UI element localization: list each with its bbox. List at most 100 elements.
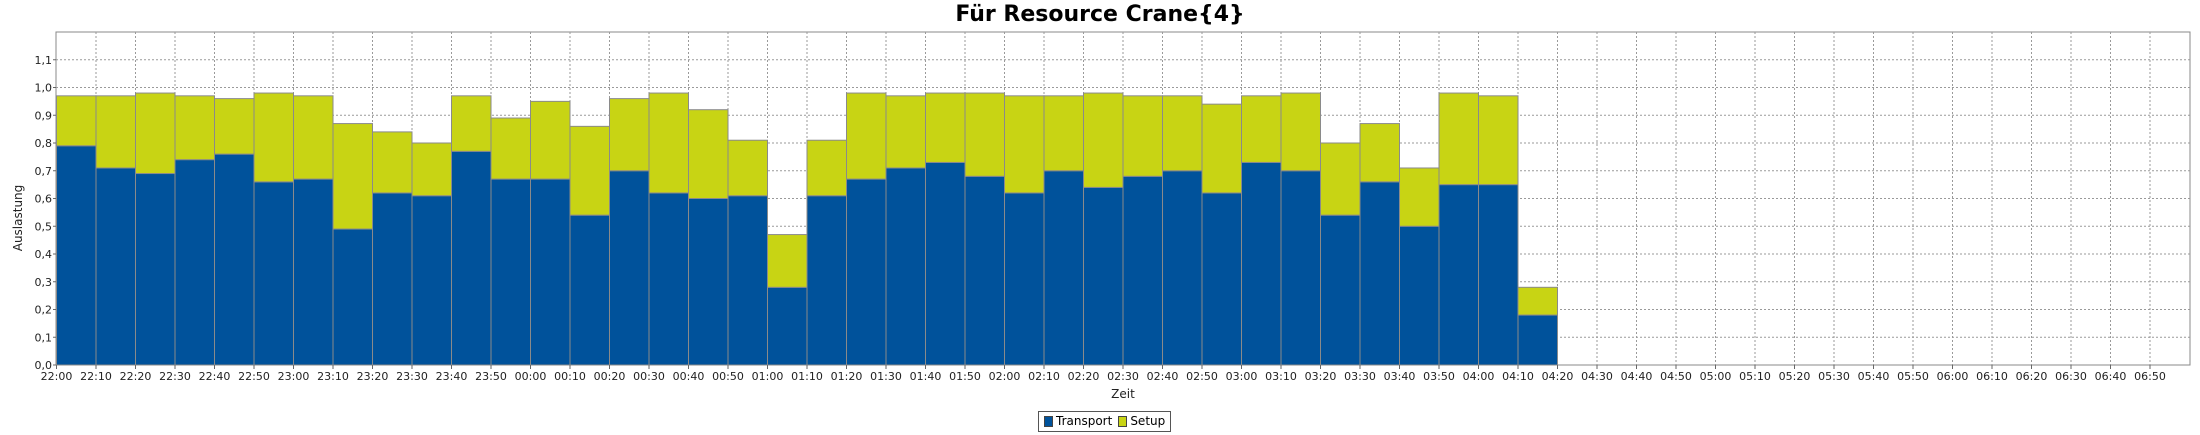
x-tick-label: 23:10 <box>317 370 349 383</box>
bar-setup <box>846 92 887 180</box>
bar-transport <box>925 161 966 366</box>
x-tick-label: 05:30 <box>1818 370 1850 383</box>
bar-setup <box>1122 95 1163 177</box>
bar-transport <box>174 159 215 366</box>
bar-transport <box>1122 175 1163 366</box>
bar-setup <box>411 142 452 197</box>
y-tick-label: 1,0 <box>35 82 53 95</box>
x-tick-label: 04:30 <box>1581 370 1613 383</box>
x-tick-label: 22:40 <box>199 370 231 383</box>
bar-setup <box>609 98 650 172</box>
bar-transport <box>1517 314 1558 366</box>
bar-transport <box>214 153 255 366</box>
bar-setup <box>1280 92 1321 172</box>
y-tick-label: 0,5 <box>35 220 53 233</box>
bar-transport <box>1201 192 1242 366</box>
x-tick-label: 23:50 <box>475 370 507 383</box>
x-tick-label: 22:50 <box>238 370 270 383</box>
x-tick-label: 06:20 <box>2016 370 2048 383</box>
bar-setup <box>885 95 926 169</box>
bar-setup <box>95 95 136 169</box>
x-tick-label: 02:40 <box>1147 370 1179 383</box>
x-tick-label: 04:00 <box>1463 370 1495 383</box>
bar-setup <box>332 123 373 230</box>
x-tick-label: 00:20 <box>594 370 626 383</box>
y-tick-label: 0,7 <box>35 165 53 178</box>
bar-setup <box>135 92 176 175</box>
x-tick-label: 06:10 <box>1976 370 2008 383</box>
x-tick-label: 05:50 <box>1897 370 1929 383</box>
bar-setup <box>530 100 571 180</box>
bar-transport <box>806 195 847 366</box>
x-tick-label: 23:40 <box>436 370 468 383</box>
bar-transport <box>964 175 1005 366</box>
bar-setup <box>806 139 847 197</box>
x-tick-label: 00:10 <box>554 370 586 383</box>
bar-transport <box>530 178 571 366</box>
bar-setup <box>253 92 294 183</box>
bar-setup <box>1201 103 1242 194</box>
x-tick-label: 01:00 <box>752 370 784 383</box>
y-tick-label: 0,6 <box>35 193 53 206</box>
bar-transport <box>1478 184 1519 366</box>
legend-label-setup: Setup <box>1130 414 1166 428</box>
x-tick-label: 03:00 <box>1226 370 1258 383</box>
bar-setup <box>964 92 1005 177</box>
bar-transport <box>95 167 136 366</box>
x-tick-label: 02:10 <box>1028 370 1060 383</box>
bar-setup <box>648 92 689 194</box>
y-tick-label: 0,1 <box>35 331 53 344</box>
bar-setup <box>293 95 334 180</box>
bar-transport <box>846 178 887 366</box>
bar-transport <box>1359 181 1400 366</box>
bar-setup <box>1399 167 1440 227</box>
y-tick-label: 0,8 <box>35 137 53 150</box>
x-tick-label: 02:00 <box>989 370 1021 383</box>
x-tick-label: 03:20 <box>1305 370 1337 383</box>
x-tick-label: 00:40 <box>673 370 705 383</box>
bar-setup <box>569 125 610 216</box>
bar-transport <box>1280 170 1321 366</box>
x-axis-ticks: 22:00 22:10 22:20 22:30 22:40 22:50 23:00 23:10… <box>41 365 2166 383</box>
x-tick-label: 00:00 <box>515 370 547 383</box>
bar-transport <box>688 198 729 366</box>
x-tick-label: 03:50 <box>1423 370 1455 383</box>
bar-transport <box>648 192 689 366</box>
bar-transport <box>253 181 294 366</box>
x-tick-label: 02:20 <box>1068 370 1100 383</box>
bar-transport <box>56 145 97 366</box>
bar-transport <box>490 178 531 366</box>
bar-transport <box>293 178 334 366</box>
bar-setup <box>688 109 729 199</box>
x-tick-label: 03:30 <box>1344 370 1376 383</box>
x-tick-label: 22:10 <box>80 370 112 383</box>
x-tick-label: 04:20 <box>1542 370 1574 383</box>
x-tick-label: 03:10 <box>1265 370 1297 383</box>
bar-setup <box>925 92 966 163</box>
x-tick-label: 04:40 <box>1621 370 1653 383</box>
bar-transport <box>135 173 176 366</box>
y-tick-label: 0,9 <box>35 109 53 122</box>
bar-setup <box>1517 286 1558 316</box>
bar-transport <box>1241 161 1282 366</box>
y-tick-label: 1,1 <box>35 54 53 67</box>
x-tick-label: 22:00 <box>41 370 73 383</box>
bar-setup <box>1478 95 1519 186</box>
x-tick-label: 00:30 <box>633 370 665 383</box>
x-tick-label: 05:20 <box>1779 370 1811 383</box>
x-tick-label: 06:50 <box>2134 370 2166 383</box>
bar-transport <box>1004 192 1045 366</box>
x-tick-label: 23:00 <box>278 370 310 383</box>
bar-transport <box>569 214 610 366</box>
bar-transport <box>767 286 808 366</box>
y-axis-ticks: 0,0 0,1 0,2 0,3 0,4 0,5 0,6 0,7 0,8 0,9 1,0 1,1 <box>35 54 56 372</box>
bar-transport <box>372 192 413 366</box>
bar-setup <box>1438 92 1479 186</box>
bar-setup <box>767 234 808 288</box>
x-tick-label: 22:30 <box>159 370 191 383</box>
bar-setup <box>372 131 413 194</box>
legend-swatch-setup <box>1118 416 1128 427</box>
bar-setup <box>451 95 492 152</box>
legend-swatch-transport <box>1044 416 1053 427</box>
